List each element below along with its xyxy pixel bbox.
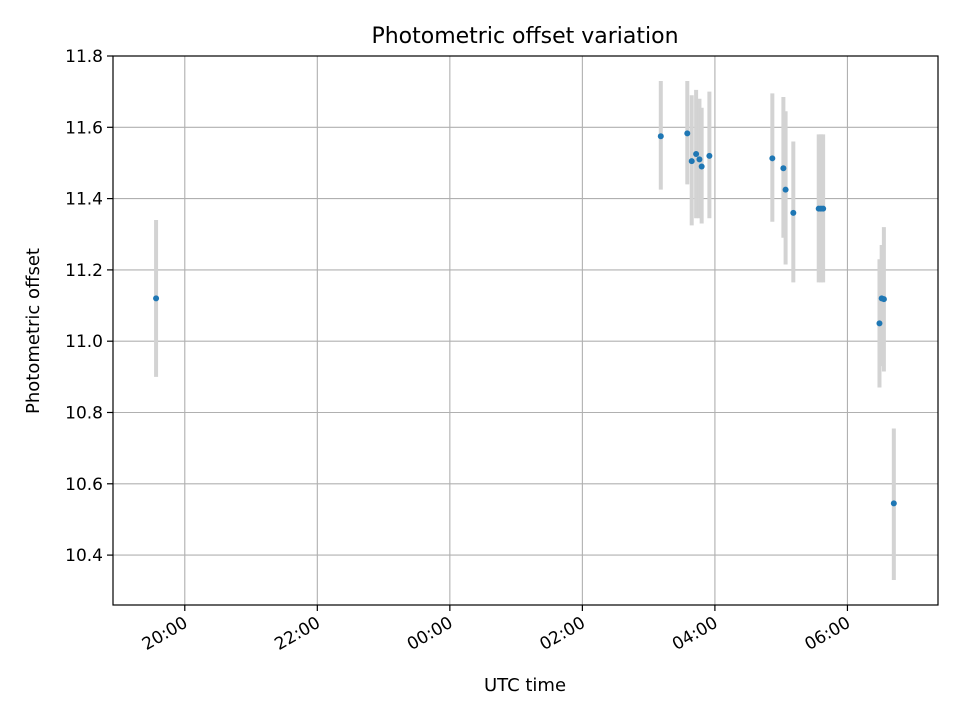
y-tick-label: 10.6 xyxy=(65,475,103,495)
y-axis-label: Photometric offset xyxy=(23,248,44,414)
y-tick-label: 11.0 xyxy=(65,332,103,352)
y-tick-label: 11.2 xyxy=(65,261,103,281)
data-point xyxy=(696,156,703,163)
data-point xyxy=(153,295,160,302)
data-point xyxy=(769,155,776,162)
y-tick-label: 11.8 xyxy=(65,47,103,67)
data-point xyxy=(693,151,700,158)
data-point xyxy=(684,130,691,137)
y-tick-label: 10.4 xyxy=(65,546,103,566)
data-point xyxy=(698,163,705,170)
data-point xyxy=(820,205,827,212)
data-point xyxy=(706,152,713,159)
plot-frame xyxy=(112,55,939,606)
data-point xyxy=(890,500,897,507)
y-axis-ticks: 10.4 10.6 10.8 11.0 11.2 11.4 11.6 11.8 xyxy=(65,47,113,566)
y-tick-label: 11.4 xyxy=(65,190,103,210)
data-points xyxy=(153,130,897,507)
data-point xyxy=(657,133,664,140)
x-axis-label: UTC time xyxy=(484,675,566,696)
data-point xyxy=(880,296,887,303)
data-point xyxy=(688,158,695,165)
y-tick-label: 10.8 xyxy=(65,403,103,423)
data-point xyxy=(780,165,787,172)
data-point xyxy=(790,209,797,216)
data-point xyxy=(876,320,883,327)
plot-area-background xyxy=(113,56,938,605)
data-point xyxy=(782,186,789,193)
y-tick-label: 11.6 xyxy=(65,118,103,138)
chart-title: Photometric offset variation xyxy=(371,24,678,49)
